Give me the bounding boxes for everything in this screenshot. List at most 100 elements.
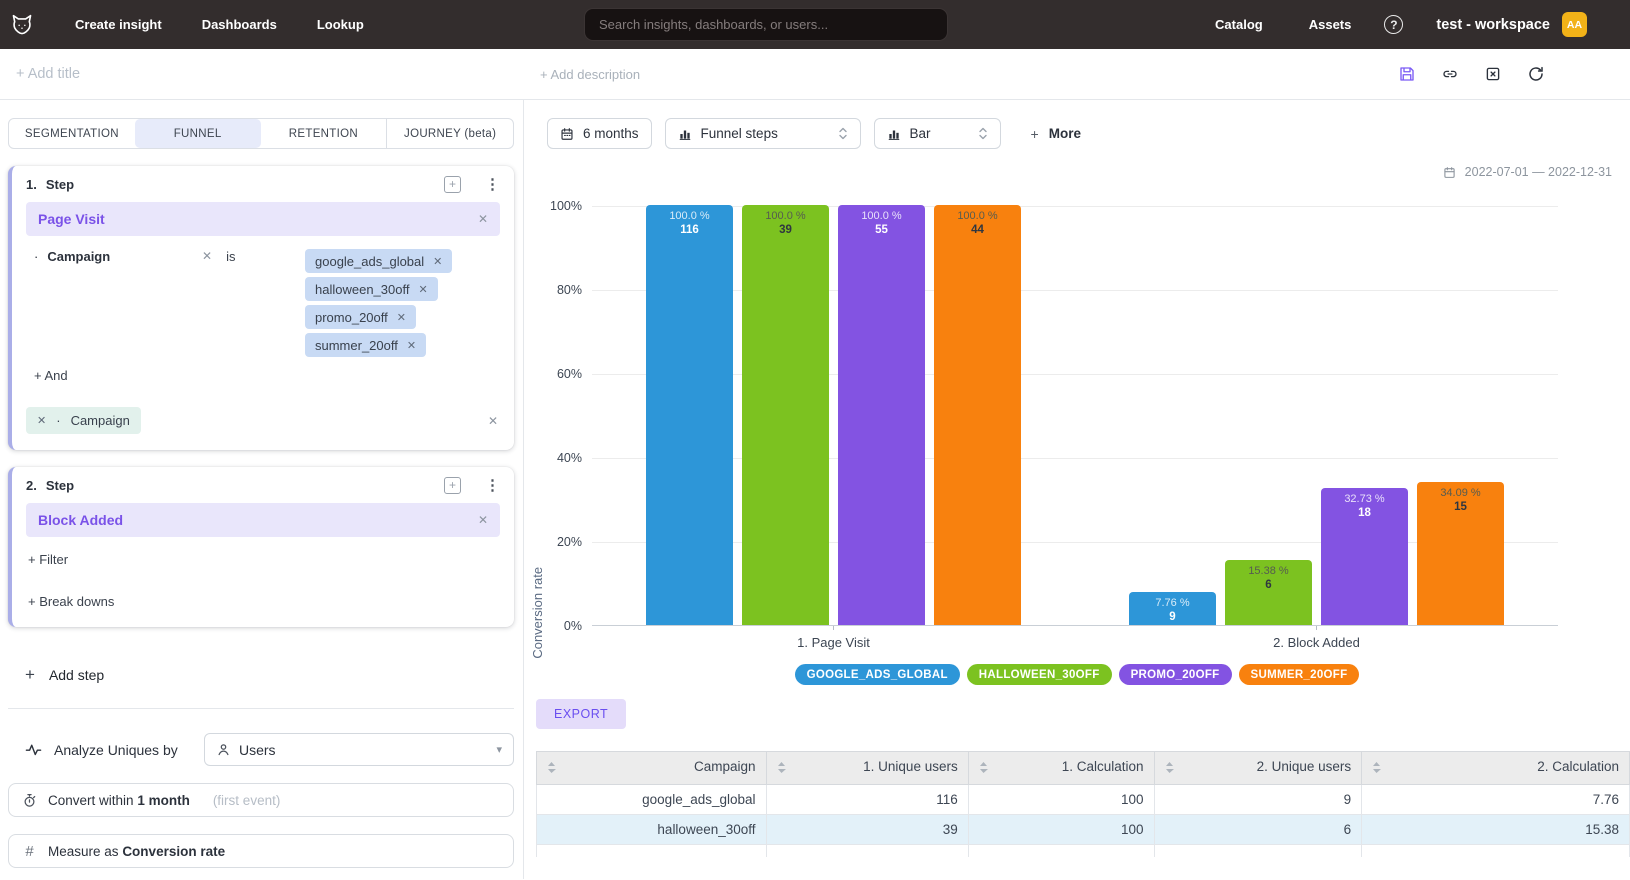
table-header-cell[interactable]: 1. Calculation <box>967 751 1155 785</box>
filter-value-chip[interactable]: google_ads_global ✕ <box>305 249 453 273</box>
event-selector-step-2[interactable]: Block Added ✕ <box>26 503 500 537</box>
funnel-bar-summer_20off[interactable]: 100.0 % 44 <box>934 205 1021 625</box>
tab-retention[interactable]: RETENTION <box>288 127 358 140</box>
filter-operator[interactable]: is <box>226 249 236 264</box>
date-range-value: 6 months <box>583 126 639 141</box>
filter-value-chip[interactable]: summer_20off ✕ <box>305 333 427 357</box>
event-name: Block Added <box>38 512 124 528</box>
global-search-input[interactable] <box>584 8 948 41</box>
sort-icon[interactable] <box>777 761 786 777</box>
convert-within-setting[interactable]: Convert within 1 month (first event) <box>8 783 514 817</box>
table-cell-value: 100 <box>967 784 1155 815</box>
navbar-right-group: Catalog Assets ? test - workspace AA <box>1169 12 1630 37</box>
chart-type-select[interactable]: Bar <box>873 118 1001 149</box>
funnel-bar-halloween_30off[interactable]: 15.38 % 6 <box>1225 560 1312 625</box>
table-cell-value: 116 <box>765 784 969 815</box>
refresh-icon[interactable] <box>1527 65 1545 83</box>
remove-value-icon[interactable]: ✕ <box>406 339 417 352</box>
export-button[interactable]: EXPORT <box>536 699 627 729</box>
add-description-field[interactable]: + Add description <box>540 66 641 82</box>
legend-pill-promo_20off[interactable]: PROMO_20OFF <box>1118 664 1232 685</box>
convert-hint: (first event) <box>212 792 281 808</box>
legend-pill-summer_20off[interactable]: SUMMER_20OFF <box>1238 664 1360 685</box>
nav-dashboards[interactable]: Dashboards <box>201 17 277 32</box>
nav-catalog[interactable]: Catalog <box>1215 17 1263 32</box>
tab-journey-beta[interactable]: JOURNEY (beta) <box>404 127 497 140</box>
add-step-button[interactable]: + Add step <box>25 665 514 685</box>
funnel-bar-google_ads_global[interactable]: 7.76 % 9 <box>1129 592 1216 625</box>
date-range-button[interactable]: 6 months <box>547 118 652 149</box>
remove-event-icon[interactable]: ✕ <box>477 513 488 527</box>
bar-count-label: 39 <box>779 224 792 236</box>
clear-x-square-icon[interactable] <box>1484 65 1502 83</box>
funnel-bar-summer_20off[interactable]: 34.09 % 15 <box>1417 481 1504 625</box>
measure-as-setting[interactable]: # Measure as Conversion rate <box>8 834 514 868</box>
step-add-icon[interactable]: + <box>444 176 461 193</box>
add-filter-link[interactable]: + Filter <box>28 552 69 567</box>
filter-value-chip[interactable]: promo_20off ✕ <box>305 305 416 329</box>
nav-create-insight[interactable]: Create insight <box>75 17 162 32</box>
analyze-uniques-row: Analyze Uniques by Users ▾ <box>8 733 514 766</box>
help-icon[interactable]: ? <box>1384 15 1404 34</box>
remove-value-icon[interactable]: ✕ <box>418 283 428 296</box>
table-cell-empty <box>765 844 969 857</box>
x-axis-tick <box>1316 626 1317 630</box>
remove-breakdown-row-icon[interactable]: ✕ <box>487 413 498 428</box>
step-add-icon[interactable]: + <box>444 477 461 494</box>
calendar-icon <box>561 127 573 140</box>
remove-value-icon[interactable]: ✕ <box>433 255 443 268</box>
sort-icon[interactable] <box>1165 761 1174 777</box>
select-chevrons-icon <box>978 126 988 141</box>
remove-event-icon[interactable]: ✕ <box>477 212 488 226</box>
x-axis-category: 2. Block Added <box>1075 626 1558 650</box>
legend-pill-google_ads_global[interactable]: GOOGLE_ADS_GLOBAL <box>794 664 960 685</box>
add-breakdowns-link[interactable]: + Break downs <box>28 594 115 609</box>
table-header-label: 2. Unique users <box>1256 759 1352 774</box>
x-axis-category: 1. Page Visit <box>592 626 1075 650</box>
breakdown-chip[interactable]: ✕ · Campaign <box>26 407 141 434</box>
nav-lookup[interactable]: Lookup <box>316 17 364 32</box>
convert-value: 1 month <box>137 792 190 808</box>
filter-value-label: promo_20off <box>315 309 388 325</box>
funnel-bar-google_ads_global[interactable]: 100.0 % 116 <box>646 205 733 625</box>
more-options-button[interactable]: + More <box>1031 126 1081 142</box>
table-header-label: Campaign <box>693 759 756 774</box>
analyze-entity-select[interactable]: Users ▾ <box>204 733 514 766</box>
y-axis-title: Conversion rate <box>530 566 545 659</box>
sort-icon[interactable] <box>1372 761 1382 777</box>
sort-icon[interactable] <box>979 761 988 777</box>
table-cell-value: 7.76 <box>1361 784 1630 815</box>
bar-count-label: 18 <box>1358 506 1371 519</box>
event-selector-step-1[interactable]: Page Visit ✕ <box>26 202 500 236</box>
copy-link-icon[interactable] <box>1441 65 1459 83</box>
add-and-condition[interactable]: + And <box>34 368 68 383</box>
table-header-cell[interactable]: 2. Calculation <box>1361 751 1630 785</box>
legend-pill-halloween_30off[interactable]: HALLOWEEN_30OFF <box>966 664 1112 685</box>
remove-filter-icon[interactable]: ✕ <box>202 249 213 263</box>
step-menu-icon[interactable]: ⋮ <box>485 176 500 193</box>
tab-funnel[interactable]: FUNNEL <box>134 119 261 148</box>
add-title-field[interactable]: + Add title <box>16 66 81 82</box>
nav-assets[interactable]: Assets <box>1308 17 1352 32</box>
x-axis-label: 1. Page Visit <box>797 635 870 650</box>
app-logo-cat-icon[interactable] <box>9 12 35 38</box>
remove-breakdown-icon[interactable]: ✕ <box>37 415 47 427</box>
view-select[interactable]: Funnel steps <box>664 118 861 149</box>
remove-value-icon[interactable]: ✕ <box>396 311 406 324</box>
table-header-cell[interactable]: 1. Unique users <box>765 751 969 785</box>
filter-value-chip[interactable]: halloween_30off ✕ <box>305 277 438 301</box>
step-menu-icon[interactable]: ⋮ <box>485 477 500 494</box>
funnel-builder-panel: SEGMENTATION FUNNEL RETENTION JOURNEY (beta… <box>0 100 524 879</box>
funnel-bar-promo_20off[interactable]: 32.73 % 18 <box>1321 487 1408 625</box>
user-avatar[interactable]: AA <box>1562 12 1587 37</box>
workspace-name[interactable]: test - workspace <box>1436 16 1550 33</box>
funnel-bar-halloween_30off[interactable]: 100.0 % 39 <box>742 205 829 625</box>
save-icon[interactable] <box>1398 65 1416 83</box>
y-axis-tick-label: 80% <box>556 283 582 297</box>
filter-property[interactable]: Campaign <box>47 249 111 264</box>
table-header-cell[interactable]: Campaign <box>536 751 767 785</box>
funnel-bar-promo_20off[interactable]: 100.0 % 55 <box>838 205 925 625</box>
tab-segmentation[interactable]: SEGMENTATION <box>24 127 119 140</box>
table-header-cell[interactable]: 2. Unique users <box>1153 751 1363 785</box>
sort-icon[interactable] <box>547 761 556 777</box>
